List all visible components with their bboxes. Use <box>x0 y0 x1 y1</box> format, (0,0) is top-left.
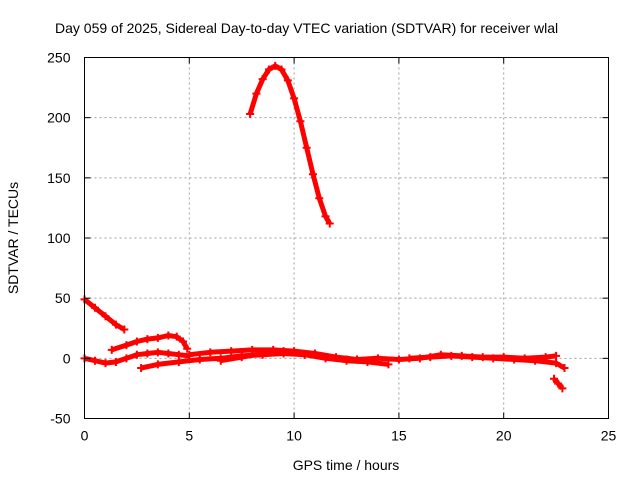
data-point <box>510 355 519 364</box>
data-point <box>447 351 456 360</box>
data-point <box>206 348 215 357</box>
data-point <box>101 312 110 321</box>
x-tick-labels: 0 5 10 15 20 25 <box>81 428 617 444</box>
data-point <box>325 219 334 228</box>
data-point <box>321 212 330 221</box>
y-tick-label: 100 <box>47 230 71 246</box>
axis-ticks <box>84 57 609 419</box>
data-point <box>560 363 569 372</box>
data-point <box>321 354 330 363</box>
data-point <box>195 355 204 364</box>
data-point <box>258 75 267 84</box>
data-point <box>277 65 286 74</box>
data-point <box>426 353 435 362</box>
data-point <box>283 76 292 85</box>
data-point <box>302 143 311 152</box>
data-point <box>153 333 162 342</box>
data-point <box>143 349 152 358</box>
chart-title: Day 059 of 2025, Sidereal Day-to-day VTE… <box>55 20 558 36</box>
data-point <box>405 354 414 363</box>
data-point <box>216 356 225 365</box>
data-point <box>394 355 403 364</box>
data-point <box>290 94 299 103</box>
data-point <box>111 320 120 329</box>
data-point <box>137 363 146 372</box>
data-point <box>237 353 246 362</box>
x-tick-label: 25 <box>601 428 617 444</box>
data-point <box>122 354 131 363</box>
data-point <box>111 357 120 366</box>
data-point <box>132 337 141 346</box>
data-point <box>183 344 192 353</box>
x-tick-label: 15 <box>391 428 407 444</box>
data-point <box>122 341 131 350</box>
data-point <box>252 89 261 98</box>
y-axis-label: SDTVAR / TECUs <box>5 182 21 294</box>
series-trace <box>247 63 332 225</box>
data-point <box>258 349 267 358</box>
y-tick-label: 150 <box>47 170 71 186</box>
y-tick-label: 200 <box>47 110 71 126</box>
y-tick-labels: -50 0 50 100 150 200 250 <box>47 50 71 427</box>
data-point <box>153 348 162 357</box>
data-point <box>174 350 183 359</box>
data-point <box>248 345 257 354</box>
data-point <box>554 379 563 388</box>
data-point <box>132 350 141 359</box>
data-point <box>552 351 561 360</box>
data-point <box>489 354 498 363</box>
data-point <box>90 356 99 365</box>
data-point <box>101 359 110 368</box>
data-point <box>143 335 152 344</box>
data-point <box>279 347 288 356</box>
data-point <box>246 110 255 119</box>
x-tick-label: 0 <box>81 428 89 444</box>
data-point <box>107 345 116 354</box>
data-traces <box>80 61 569 393</box>
y-tick-label: 50 <box>55 290 71 306</box>
data-point <box>227 347 236 356</box>
data-point <box>531 356 540 365</box>
data-point <box>308 170 317 179</box>
data-point <box>264 65 273 74</box>
data-point <box>185 350 194 359</box>
data-point <box>552 359 561 368</box>
data-point <box>153 360 162 369</box>
data-point <box>172 332 181 341</box>
data-point <box>120 325 129 334</box>
y-tick-label: -50 <box>50 411 70 427</box>
data-point <box>558 384 567 393</box>
data-point <box>271 61 280 70</box>
data-point <box>300 350 309 359</box>
x-tick-label: 20 <box>496 428 512 444</box>
data-point <box>90 303 99 312</box>
y-tick-label: 250 <box>47 50 71 66</box>
data-point <box>164 349 173 358</box>
y-tick-label: 0 <box>63 350 71 366</box>
x-tick-label: 5 <box>185 428 193 444</box>
data-point <box>164 331 173 340</box>
x-axis-label: GPS time / hours <box>293 457 400 473</box>
x-tick-label: 10 <box>286 428 302 444</box>
data-point <box>468 353 477 362</box>
data-point <box>315 194 324 203</box>
data-point <box>179 337 188 346</box>
data-point <box>342 356 351 365</box>
data-point <box>384 360 393 369</box>
data-point <box>550 374 559 383</box>
data-point <box>363 357 372 366</box>
data-point <box>296 117 305 126</box>
data-point <box>174 357 183 366</box>
